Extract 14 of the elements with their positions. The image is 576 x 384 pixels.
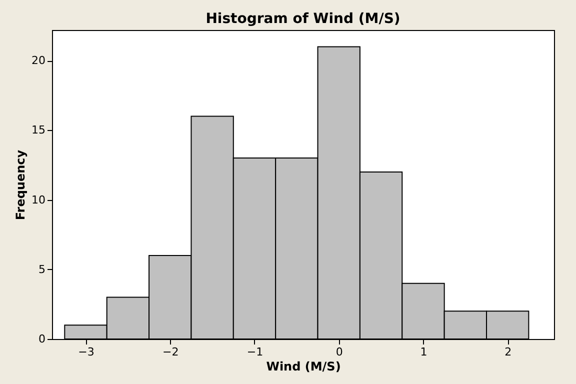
x-tick-label: 2 <box>504 346 512 358</box>
y-tick-label: 0 <box>38 332 46 346</box>
x-tick-label: 0 <box>336 346 343 358</box>
y-tick-label: 5 <box>38 262 46 276</box>
chart-title: Histogram of Wind (M/S) <box>206 11 400 27</box>
x-tick-label: −1 <box>246 346 264 358</box>
y-tick-label: 10 <box>32 193 46 206</box>
x-tick-label: −2 <box>162 346 179 358</box>
y-tick-label: 20 <box>32 54 46 68</box>
x-axis-title: Wind (M/S) <box>266 360 341 374</box>
x-tick-label: 1 <box>420 346 428 358</box>
x-tick-label: −3 <box>78 346 94 358</box>
y-axis-title: Frequency <box>14 150 28 220</box>
y-tick-label: 15 <box>32 124 46 137</box>
